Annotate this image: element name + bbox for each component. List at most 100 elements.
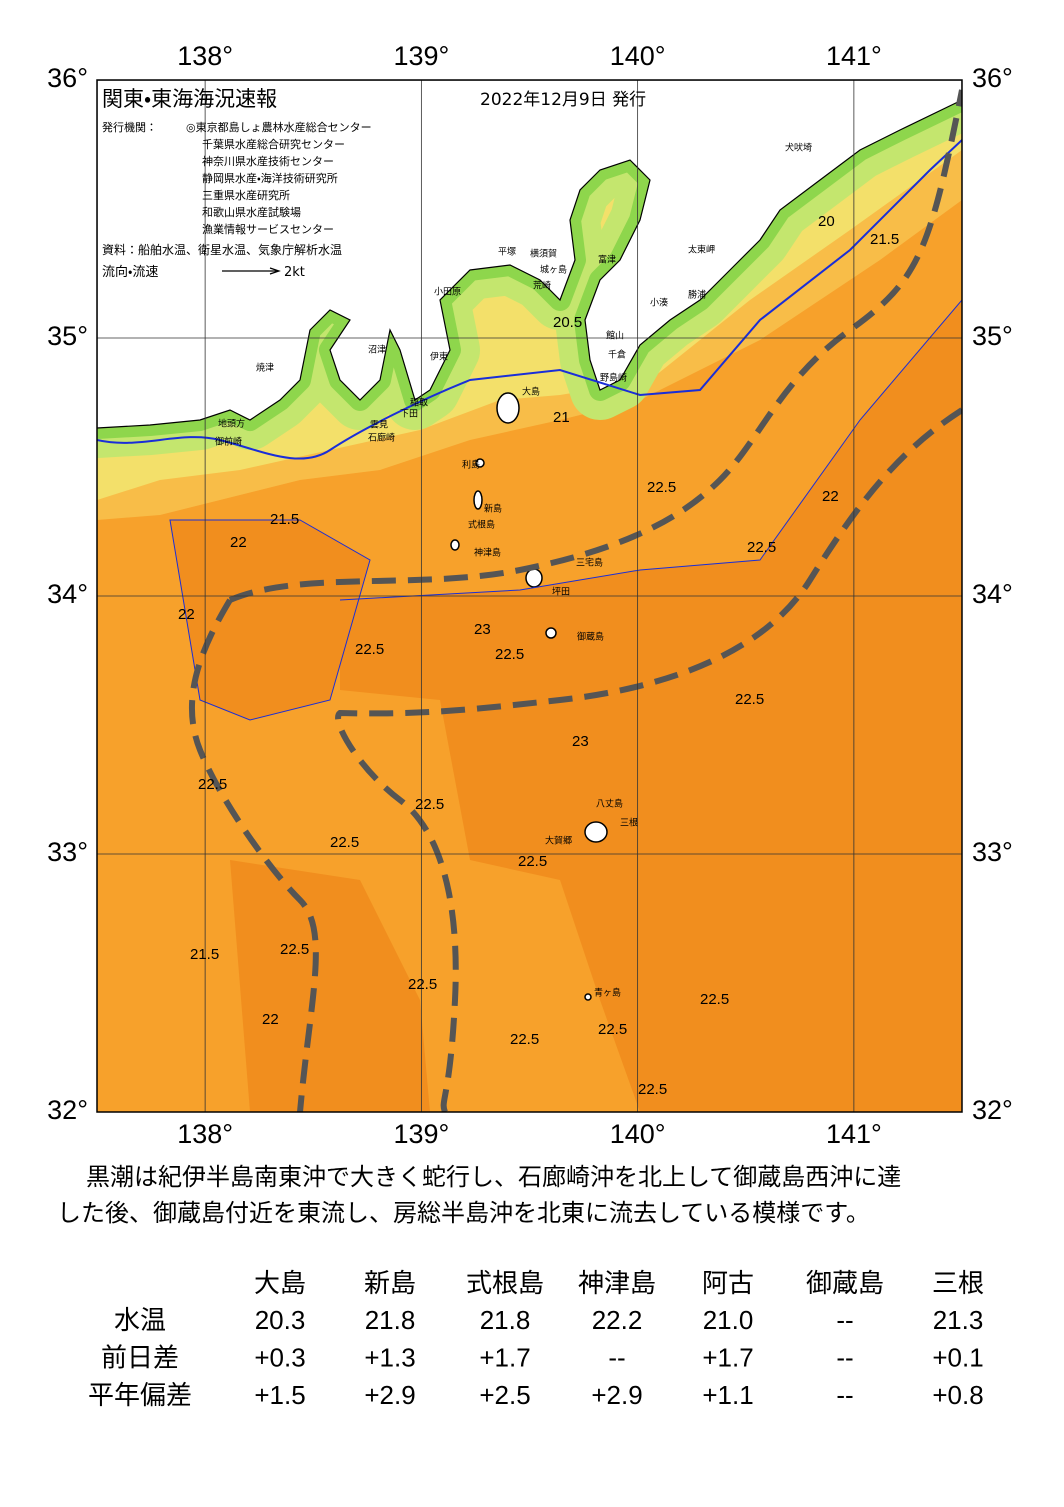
y-tick-label: 36°: [972, 63, 1013, 93]
contour-label: 21.5: [190, 946, 219, 963]
place-name: 伊東: [430, 351, 448, 363]
table-cell: +1.3: [364, 1342, 415, 1372]
place-name: 青ヶ島: [594, 987, 621, 999]
legend-arrow-head: [269, 267, 281, 275]
column-header: 式根島: [466, 1268, 544, 1298]
issue-date: 2022年12月9日 発行: [480, 90, 646, 110]
x-tick-label: 140°: [610, 1119, 666, 1149]
map-frame: [96, 79, 963, 1113]
contour-label: 23: [474, 621, 491, 638]
contour-label: 22: [178, 606, 195, 623]
contour-label: 22.5: [647, 479, 676, 496]
warm-patches: [170, 300, 962, 1112]
table-cell: 22.2: [592, 1305, 643, 1335]
table-cell: +2.5: [479, 1380, 530, 1410]
place-name: 神津島: [474, 547, 501, 559]
place-name: 八丈島: [596, 798, 623, 810]
place-name: 雲見: [370, 420, 388, 431]
place-name: 稲取: [410, 397, 428, 409]
table-cell: --: [836, 1305, 853, 1335]
issuer: 神奈川県水産技術センター: [202, 154, 334, 168]
contour-label: 20: [818, 213, 835, 230]
table-cell: +1.5: [254, 1380, 305, 1410]
x-tick-label: 138°: [177, 41, 233, 71]
place-name: 御前崎: [215, 436, 242, 448]
place-name: 太東岬: [688, 244, 715, 256]
place-name: 館山: [606, 330, 624, 342]
description-line: 黒潮は紀伊半島南東沖で大きく蛇行し、石廊崎沖を北上して御蔵島西沖に達: [62, 1163, 901, 1191]
place-name: 小田原: [434, 287, 461, 298]
map-area: 犬吠埼 太東岬 勝浦 小湊 富津 館山 千倉 野島崎 横須賀 城ヶ島 平塚 小田…: [97, 80, 962, 1112]
contour-label: 22: [230, 534, 247, 551]
table-cell: 21.0: [703, 1305, 754, 1335]
table-cell: +2.9: [364, 1380, 415, 1410]
x-tick-label: 139°: [393, 41, 449, 71]
y-tick-label: 33°: [972, 837, 1013, 867]
column-header: 新島: [364, 1268, 416, 1298]
table-cell: +2.9: [591, 1380, 642, 1410]
contour-lines: [97, 139, 962, 721]
place-name: 千倉: [608, 350, 626, 361]
place-name: 式根島: [468, 519, 495, 531]
y-tick-label: 32°: [47, 1095, 88, 1125]
land: [97, 80, 962, 458]
contour-label: 21.5: [270, 511, 299, 528]
contour-label: 22.5: [518, 853, 547, 870]
table-cell: --: [608, 1342, 625, 1372]
column-header: 三根: [932, 1268, 984, 1298]
issuer: 千葉県水産総合研究センター: [202, 137, 345, 151]
contour-label: 20.5: [553, 314, 582, 331]
column-header: 大島: [254, 1268, 306, 1298]
place-name: 坪田: [552, 587, 570, 598]
table-cell: 21.8: [480, 1305, 531, 1335]
y-tick-label: 32°: [972, 1095, 1013, 1125]
contour-label: 21: [553, 409, 570, 426]
place-name: 勝浦: [688, 289, 706, 301]
place-name: 利島: [462, 459, 480, 471]
table-cell: 21.8: [365, 1305, 416, 1335]
contour-label: 22.5: [598, 1021, 627, 1038]
contour-label: 22.5: [408, 976, 437, 993]
table-cell: --: [836, 1342, 853, 1372]
contour-label: 22.5: [638, 1081, 667, 1098]
column-header: 神津島: [578, 1268, 656, 1298]
x-tick-label: 138°: [177, 1119, 233, 1149]
place-name: 富津: [598, 254, 616, 266]
table-cell: +1.7: [702, 1342, 753, 1372]
place-name: 新島: [484, 503, 502, 515]
y-tick-label: 35°: [972, 321, 1013, 351]
row-header: 前日差: [101, 1342, 179, 1372]
place-name: 御蔵島: [577, 631, 604, 643]
description-line: した後、御蔵島付近を東流し、房総半島沖を北東に流去している模様です。: [57, 1199, 870, 1227]
table-cell: --: [836, 1380, 853, 1410]
data-source: 資料：船舶水温、衛星水温、気象庁解析水温: [102, 242, 342, 257]
contour-label: 22.5: [280, 941, 309, 958]
issuer: 漁業情報サービスセンター: [202, 222, 334, 236]
table-cell: +0.1: [932, 1342, 983, 1372]
x-tick-label: 141°: [826, 1119, 882, 1149]
legend-scale: 2kt: [284, 265, 305, 280]
column-header: 御蔵島: [806, 1268, 884, 1298]
place-name: 荒崎: [533, 280, 551, 292]
place-name: 焼津: [256, 363, 274, 374]
y-tick-label: 36°: [47, 63, 88, 93]
y-tick-label: 34°: [47, 579, 88, 609]
place-name: 大賀郷: [545, 835, 572, 847]
issuer: ◎東京都島しょ農林水産総合センター: [186, 120, 372, 134]
graticule: [97, 80, 962, 1112]
contour-label: 22.5: [355, 641, 384, 658]
contour-label: 22.5: [415, 796, 444, 813]
issuer: 三重県水産研究所: [202, 188, 290, 202]
place-name: 大島: [522, 386, 540, 398]
place-name: 三根: [620, 817, 638, 829]
issuer: 静岡県水産・海洋技術研究所: [202, 171, 338, 185]
contour-label: 22.5: [198, 776, 227, 793]
issuer-label: 発行機関：: [102, 120, 157, 134]
issuer: 和歌山県水産試験場: [202, 205, 301, 219]
place-name: 沼津: [368, 345, 386, 356]
place-name: 小湊: [650, 297, 668, 309]
place-name: 横須賀: [530, 248, 557, 260]
contour-label: 22.5: [510, 1031, 539, 1048]
table-cell: +1.7: [479, 1342, 530, 1372]
